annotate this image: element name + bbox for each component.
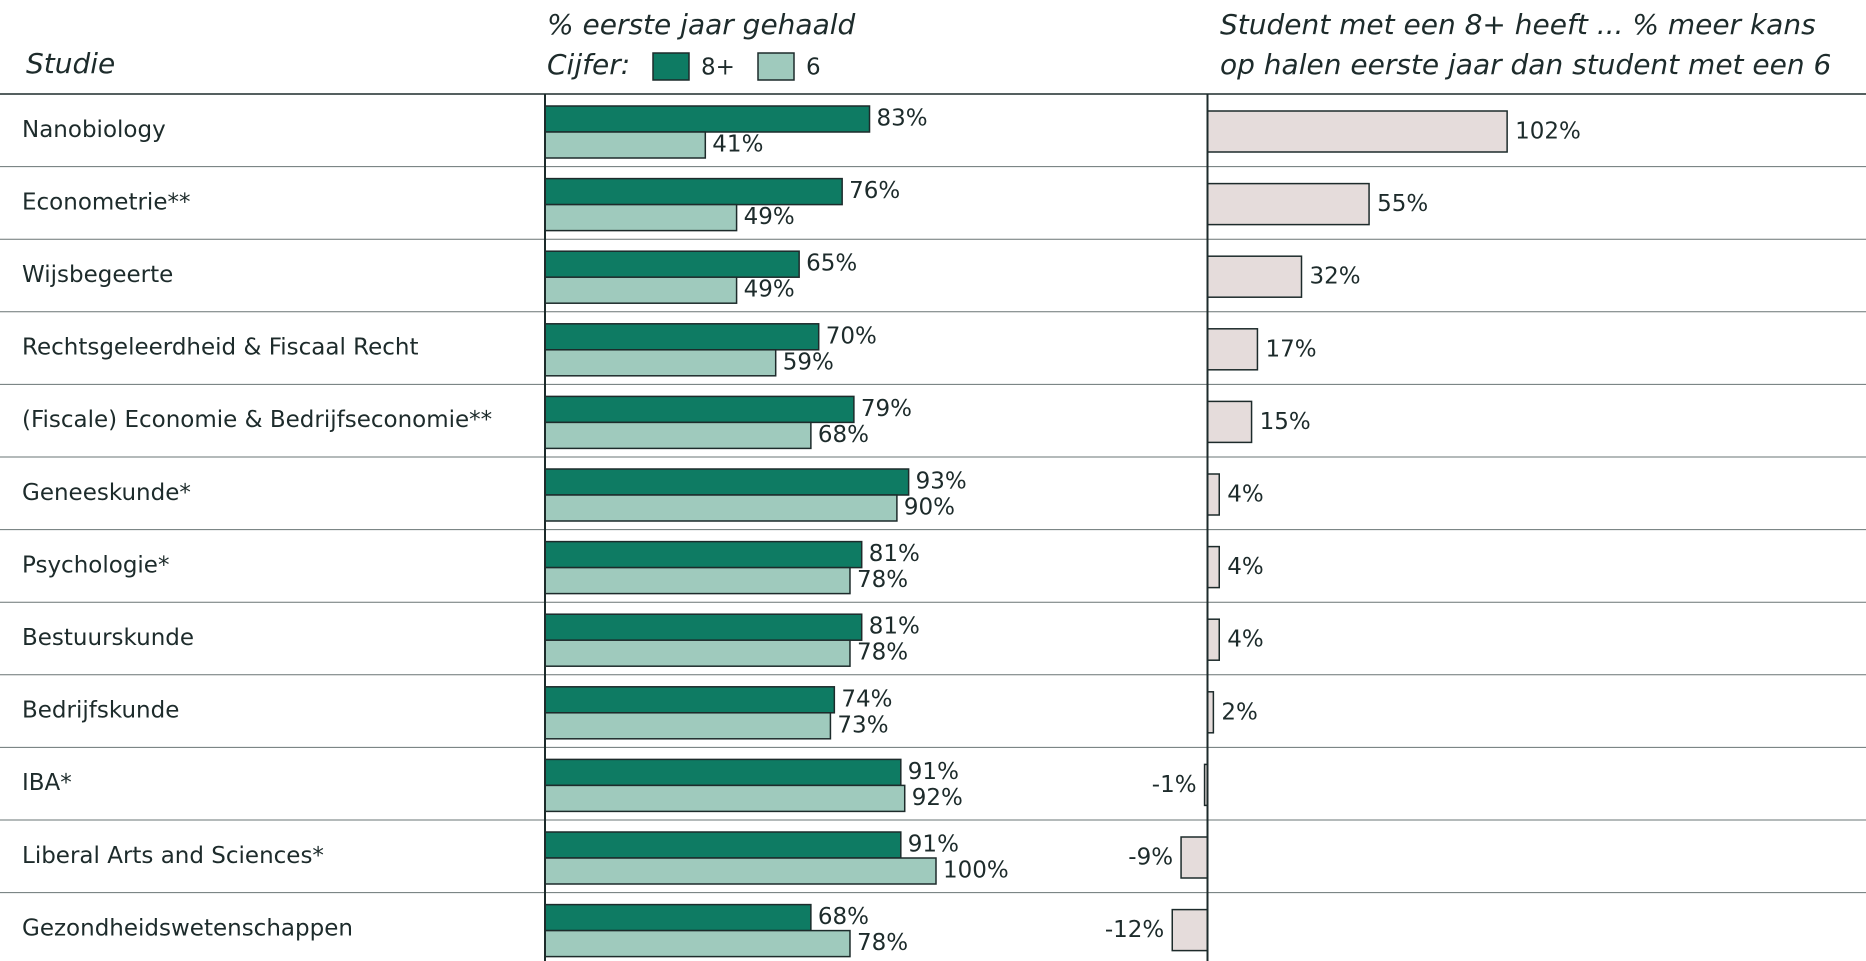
value-label: 49% xyxy=(744,204,795,230)
bar xyxy=(544,758,902,787)
value-label: 4% xyxy=(1227,627,1264,653)
value-label: 73% xyxy=(837,712,888,738)
value-label: 78% xyxy=(857,567,908,593)
value-label: 68% xyxy=(818,904,869,930)
value-label: 93% xyxy=(916,469,967,495)
value-label: 65% xyxy=(806,251,857,277)
bar xyxy=(544,276,738,304)
bar xyxy=(1180,836,1209,879)
value-label: 4% xyxy=(1227,554,1264,580)
value-label: 74% xyxy=(841,686,892,712)
value-label: 2% xyxy=(1221,699,1258,725)
bar xyxy=(544,323,820,351)
value-label: 4% xyxy=(1227,482,1264,508)
value-label: 91% xyxy=(908,759,959,785)
value-label: 32% xyxy=(1310,264,1361,290)
value-label: 102% xyxy=(1515,119,1581,145)
bar xyxy=(544,250,800,278)
value-label: 68% xyxy=(818,422,869,448)
value-label: 81% xyxy=(869,614,920,640)
chart-title: % eerste jaar gehaald xyxy=(547,8,856,41)
bar xyxy=(544,105,871,133)
bar xyxy=(544,395,855,424)
bar xyxy=(544,349,777,377)
value-label: 59% xyxy=(783,349,834,375)
category-label: Bestuurskunde xyxy=(22,625,194,651)
bar xyxy=(1206,618,1220,661)
value-label: 78% xyxy=(857,640,908,666)
category-label: Liberal Arts and Sciences* xyxy=(22,843,324,869)
bar xyxy=(544,131,707,159)
category-label: Gezondheidswetenschappen xyxy=(22,915,353,941)
bar xyxy=(1206,182,1370,226)
value-label: 83% xyxy=(877,106,928,132)
category-label: Wijsbegeerte xyxy=(22,262,173,288)
value-label: 15% xyxy=(1260,409,1311,435)
bar xyxy=(544,929,851,958)
category-label: Psychologie* xyxy=(22,552,169,578)
value-label: 92% xyxy=(912,785,963,811)
bar xyxy=(544,468,910,496)
category-label: IBA* xyxy=(22,770,72,796)
category-label: Geneeskunde* xyxy=(22,480,191,506)
bar xyxy=(544,784,906,813)
bar xyxy=(544,203,738,232)
bar xyxy=(544,540,863,569)
bar xyxy=(544,566,851,595)
value-label: 76% xyxy=(849,178,900,204)
value-label: 91% xyxy=(908,832,959,858)
value-label: 90% xyxy=(904,495,955,521)
legend-swatch xyxy=(757,52,795,81)
bar xyxy=(544,686,836,714)
column-header: Studie xyxy=(26,47,115,80)
bar xyxy=(544,831,902,859)
bar xyxy=(1206,255,1303,298)
bar xyxy=(1171,908,1209,952)
bar xyxy=(1206,110,1508,153)
bar xyxy=(1206,473,1220,516)
legend-label: 6 xyxy=(806,55,821,81)
value-label: 81% xyxy=(869,541,920,567)
bar xyxy=(544,494,898,522)
legend-title: Cijfer: xyxy=(547,48,630,81)
bar xyxy=(544,613,863,641)
category-label: Rechtsgeleerdheid & Fiscaal Recht xyxy=(22,335,419,361)
value-label: 17% xyxy=(1265,336,1316,362)
chart-title: op halen eerste jaar dan student met een… xyxy=(1220,48,1831,81)
value-label: 55% xyxy=(1377,191,1428,217)
value-label: 41% xyxy=(712,132,763,158)
bar xyxy=(544,177,843,206)
bar xyxy=(1206,545,1220,589)
value-label: 100% xyxy=(943,858,1009,884)
bar xyxy=(544,639,851,667)
value-label: -12% xyxy=(1105,917,1164,943)
value-label: 70% xyxy=(826,323,877,349)
legend-label: 8+ xyxy=(701,55,735,81)
value-label: -1% xyxy=(1152,772,1197,798)
bar xyxy=(1206,328,1259,371)
category-label: Nanobiology xyxy=(22,117,166,143)
bar xyxy=(1206,400,1253,444)
value-label: -9% xyxy=(1128,845,1173,871)
bar xyxy=(544,421,812,450)
category-label: Bedrijfskunde xyxy=(22,698,179,724)
category-label: Econometrie** xyxy=(22,189,190,215)
bar xyxy=(544,857,937,885)
legend-swatch xyxy=(652,52,690,81)
value-label: 79% xyxy=(861,396,912,422)
value-label: 49% xyxy=(744,277,795,303)
chart-title: Student met een 8+ heeft ... % meer kans xyxy=(1220,8,1816,41)
value-label: 78% xyxy=(857,930,908,956)
bar xyxy=(544,712,832,740)
category-label: (Fiscale) Economie & Bedrijfseconomie** xyxy=(22,407,492,433)
bar xyxy=(544,903,812,932)
